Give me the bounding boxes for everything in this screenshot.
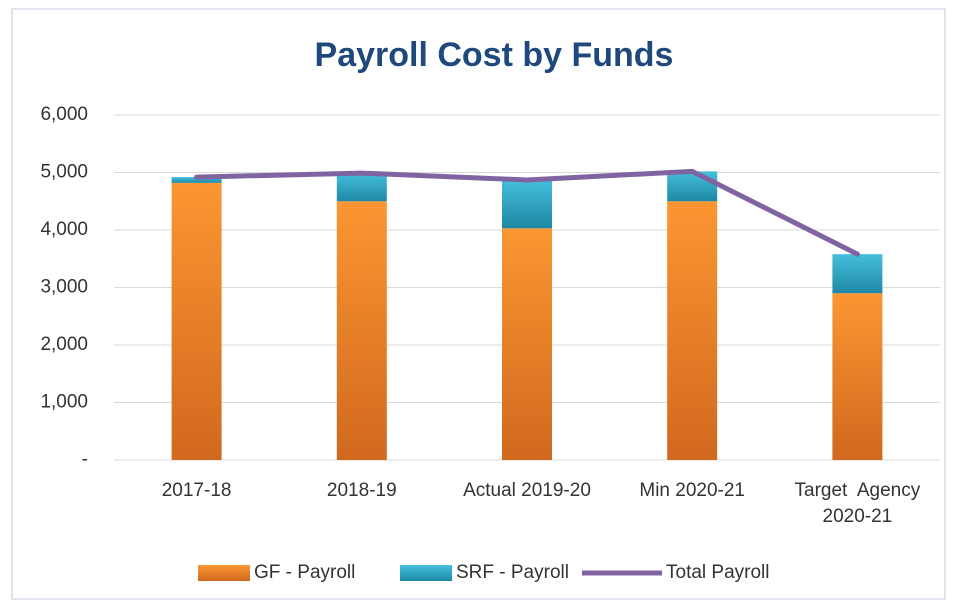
x-tick-label: Target Agency 2020-21	[794, 480, 921, 527]
legend-label: Total Payroll	[666, 562, 770, 583]
legend-label: SRF - Payroll	[456, 562, 569, 583]
y-tick-label: 3,000	[40, 277, 88, 298]
bar-segment	[171, 182, 222, 460]
chart-frame	[11, 8, 946, 600]
y-tick-label: 5,000	[40, 162, 88, 183]
bar-segment	[832, 254, 883, 294]
y-tick-label: 6,000	[40, 104, 88, 125]
legend-swatch	[400, 565, 452, 581]
bar-segment	[667, 171, 718, 202]
y-tick-label: 2,000	[40, 334, 88, 355]
bar-segment	[336, 201, 387, 460]
bar-segment	[336, 173, 387, 202]
y-tick-label: 4,000	[40, 219, 88, 240]
bar-segment	[667, 201, 718, 460]
bar-segment	[502, 179, 552, 229]
bar-segment	[171, 177, 222, 183]
bar-segment	[832, 293, 883, 460]
y-tick-label: -	[82, 449, 88, 470]
legend-swatch	[198, 565, 250, 581]
total-line	[194, 168, 860, 257]
x-tick-label: 2017-18	[161, 480, 232, 501]
legend-label: GF - Payroll	[254, 562, 355, 583]
y-tick-label: 1,000	[40, 392, 88, 413]
chart-title: Payroll Cost by Funds	[315, 36, 674, 74]
x-tick-label: 2018-19	[326, 480, 397, 501]
x-tick-label: Actual 2019-20	[463, 480, 591, 501]
x-tick-label: Min 2020-21	[639, 480, 745, 501]
bar-segment	[502, 228, 552, 460]
